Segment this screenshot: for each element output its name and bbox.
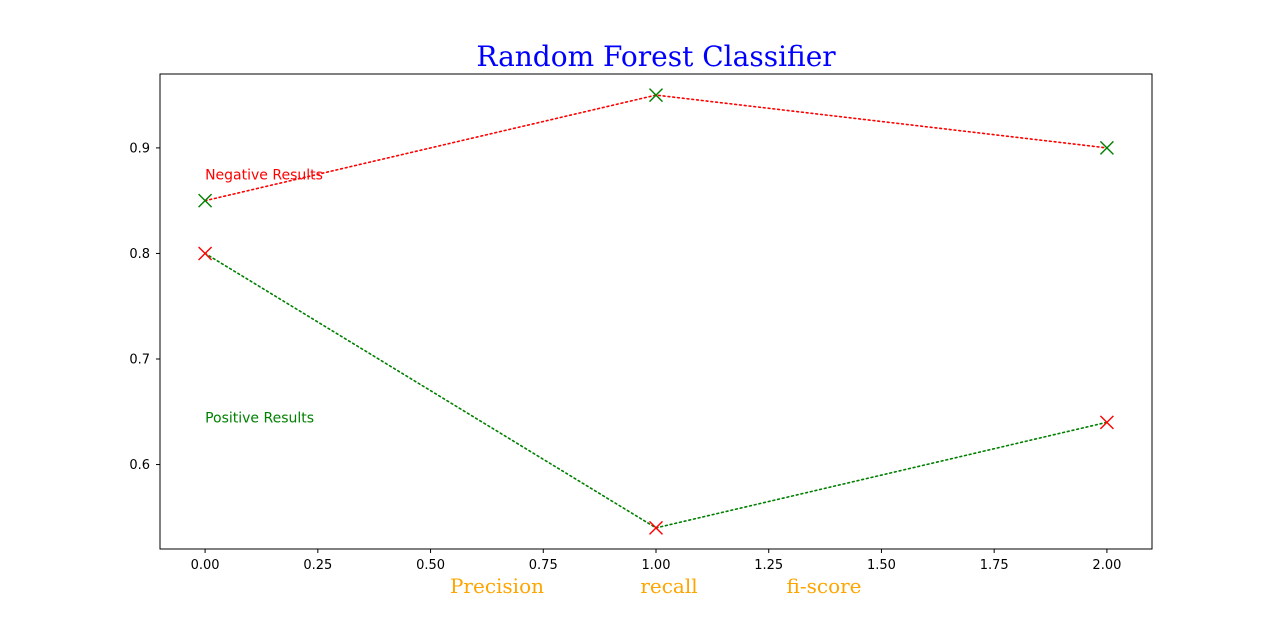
chart-title: Random Forest Classifier <box>476 40 836 73</box>
annotations: Negative Results Positive Results <box>205 168 323 427</box>
x-tick-label: 1.25 <box>754 558 783 573</box>
x-tick-label: 2.00 <box>1092 558 1121 573</box>
y-axis-ticks: 0.6 0.7 0.8 0.9 <box>129 141 160 473</box>
x-axis-ticks: 0.00 0.25 0.50 0.75 1.00 1.25 1.50 1.75 2.00 <box>191 549 1121 573</box>
series-1-point <box>198 246 213 261</box>
series-0-line <box>204 94 1108 202</box>
y-tick-label: 0.7 <box>129 353 150 368</box>
series-1-point <box>649 520 663 535</box>
series-1-line <box>204 252 1108 529</box>
annotation-0: Negative Results <box>205 168 323 184</box>
plot-frame <box>159 73 1153 550</box>
y-tick-label: 0.6 <box>129 458 150 473</box>
x-tick-label: 1.00 <box>642 558 671 573</box>
y-tick-label: 0.8 <box>129 247 150 262</box>
x-tick-label: 0.00 <box>191 558 220 573</box>
x-label-fi-score: fi-score <box>787 574 862 598</box>
series-0-point <box>198 193 213 208</box>
x-tick-label: 0.25 <box>303 558 332 573</box>
x-tick-label: 0.75 <box>529 558 558 573</box>
series-1-point <box>1099 415 1114 430</box>
y-tick-label: 0.9 <box>129 141 150 156</box>
x-label-recall: recall <box>640 574 697 598</box>
x-label-precision: Precision <box>450 574 544 598</box>
x-tick-label: 1.75 <box>980 558 1009 573</box>
series-0-point <box>1099 140 1114 155</box>
series-group <box>198 88 1114 535</box>
series-0-point <box>649 88 663 103</box>
x-tick-label: 1.50 <box>867 558 896 573</box>
annotation-1: Positive Results <box>205 410 314 426</box>
x-tick-label: 0.50 <box>416 558 445 573</box>
